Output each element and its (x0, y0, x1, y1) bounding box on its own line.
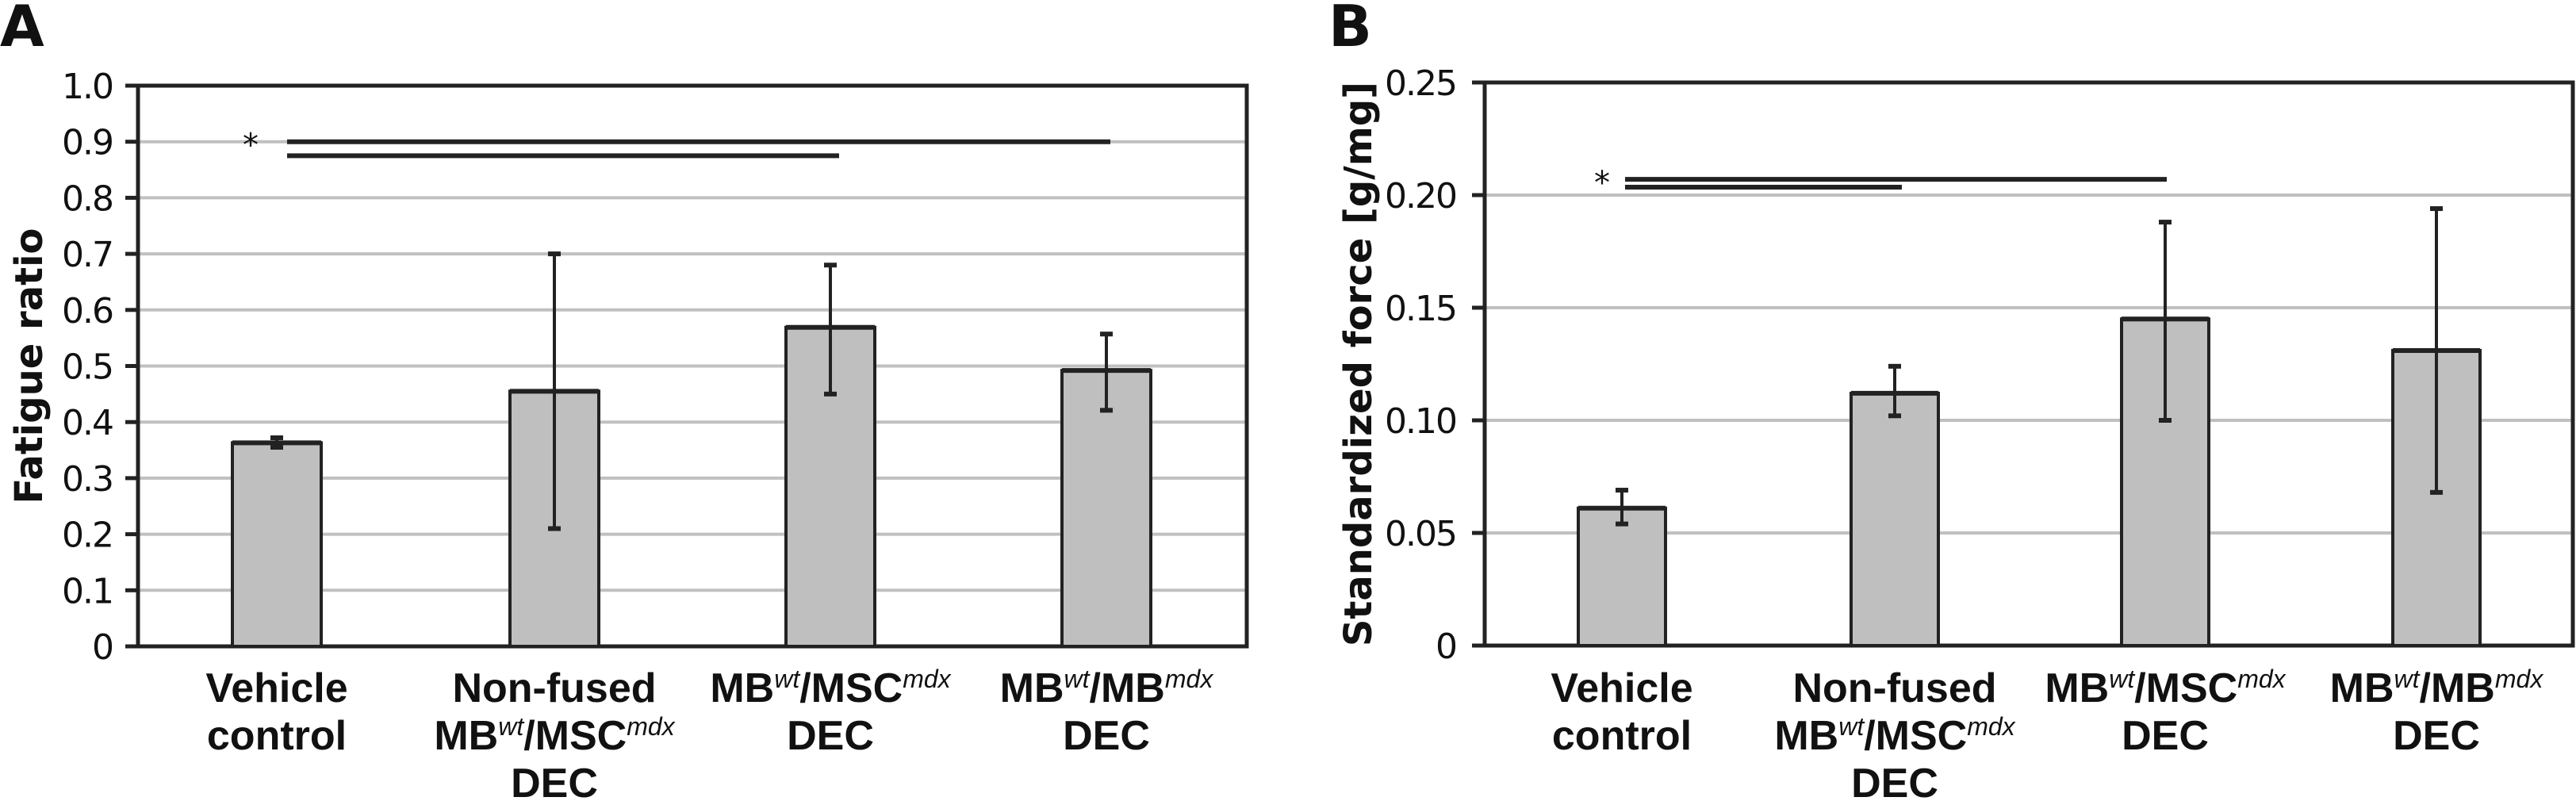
label-segment: DEC (1063, 713, 1150, 759)
label-segment: DEC (511, 761, 598, 801)
x-category-label: DEC (1851, 761, 1938, 801)
label-segment: control (207, 713, 347, 759)
x-category-label: Vehicle (1551, 665, 1692, 711)
significance-marker: * (1594, 165, 1610, 201)
y-tick-label: 0 (1436, 627, 1456, 667)
y-axis-title: Standardized force [g/mg] (1336, 82, 1381, 646)
label-segment: DEC (2122, 713, 2209, 759)
superscript: wt (2109, 665, 2135, 693)
panel-letter: B (1328, 0, 1372, 59)
label-segment: /MB (2420, 665, 2495, 711)
label-segment: Vehicle (205, 665, 347, 711)
label-segment: DEC (1851, 761, 1938, 801)
x-category-label: MBwt​/MSCmdx​ (434, 712, 675, 759)
x-category-label: DEC (2122, 713, 2209, 759)
y-tick-label: 0.4 (62, 403, 113, 443)
label-segment: Vehicle (1551, 665, 1692, 711)
superscript: mdx (903, 665, 951, 693)
y-tick-label: 0.05 (1385, 514, 1456, 554)
superscript: wt (774, 665, 800, 693)
label-segment: Non-fused (452, 665, 656, 711)
y-tick-label: 0.25 (1385, 63, 1456, 104)
label-segment: /MSC (1864, 713, 1967, 759)
plot-frame (1482, 80, 2575, 648)
label-segment: /MSC (523, 713, 627, 759)
y-tick-label: 0.2 (62, 515, 113, 556)
superscript: mdx (2495, 665, 2543, 693)
y-tick-label: 0.9 (62, 123, 113, 163)
x-category-label: MBwt​/MBmdx​ (1000, 665, 1214, 711)
x-category-label: Non-fused (452, 665, 656, 711)
superscript: wt (498, 712, 524, 741)
label-segment: control (1552, 713, 1692, 759)
x-category-label: MBwt​/MSCmdx​ (710, 665, 951, 711)
bar (1577, 506, 1667, 648)
y-tick-label: 0.10 (1385, 401, 1456, 442)
y-tick-label: 0.1 (62, 571, 113, 611)
label-segment: MB (434, 713, 498, 759)
superscript: mdx (627, 712, 675, 741)
bar (231, 441, 323, 648)
x-category-label: Non-fused (1792, 665, 1996, 711)
superscript: wt (2394, 665, 2421, 693)
x-category-label: DEC (511, 761, 598, 801)
y-tick-label: 0.15 (1385, 289, 1456, 329)
label-segment: MB (2330, 665, 2394, 711)
x-category-label: DEC (2393, 713, 2480, 759)
label-segment: DEC (2393, 713, 2480, 759)
x-category-label: DEC (1063, 713, 1150, 759)
label-segment: MB (2045, 665, 2109, 711)
y-tick-label: 0.6 (62, 291, 113, 332)
x-category-label: DEC (787, 713, 874, 759)
label-segment: MB (710, 665, 774, 711)
y-tick-label: 0.5 (62, 347, 113, 388)
y-tick-label: 0.20 (1385, 176, 1456, 217)
label-segment: /MSC (799, 665, 903, 711)
label-segment: /MB (1090, 665, 1165, 711)
label-segment: MB (1774, 713, 1838, 759)
bar (1850, 391, 1940, 647)
panel-letter: A (0, 0, 44, 59)
label-segment: MB (1000, 665, 1064, 711)
x-category-label: control (207, 713, 347, 759)
x-category-label: MBwt​/MSCmdx​ (1774, 712, 2015, 759)
panel-a: A 0 0.1 0.2 0.3 0.4 0.5 0.6 0.7 0.8 0.9 1.0 Fatigue … (0, 0, 1249, 801)
x-category-label: Vehicle (205, 665, 347, 711)
y-tick-label: 0 (92, 627, 113, 668)
plot-frame (136, 83, 1249, 649)
y-tick-label: 0.7 (62, 235, 113, 275)
y-tick-label: 0.8 (62, 178, 113, 219)
y-tick-label: 0.3 (62, 459, 113, 500)
y-tick-label: 1.0 (62, 67, 113, 107)
label-segment: /MSC (2134, 665, 2237, 711)
label-segment: Non-fused (1792, 665, 1996, 711)
x-category-label: MBwt​/MBmdx​ (2330, 665, 2544, 711)
x-category-label: MBwt​/MSCmdx​ (2045, 665, 2286, 711)
superscript: mdx (2237, 665, 2286, 693)
superscript: mdx (1165, 665, 1213, 693)
superscript: wt (1064, 665, 1091, 693)
superscript: wt (1838, 712, 1865, 741)
significance-marker: * (243, 128, 259, 164)
superscript: mdx (1967, 712, 2015, 741)
y-axis-title: Fatigue ratio (7, 228, 52, 504)
x-category-label: control (1552, 713, 1692, 759)
label-segment: DEC (787, 713, 874, 759)
